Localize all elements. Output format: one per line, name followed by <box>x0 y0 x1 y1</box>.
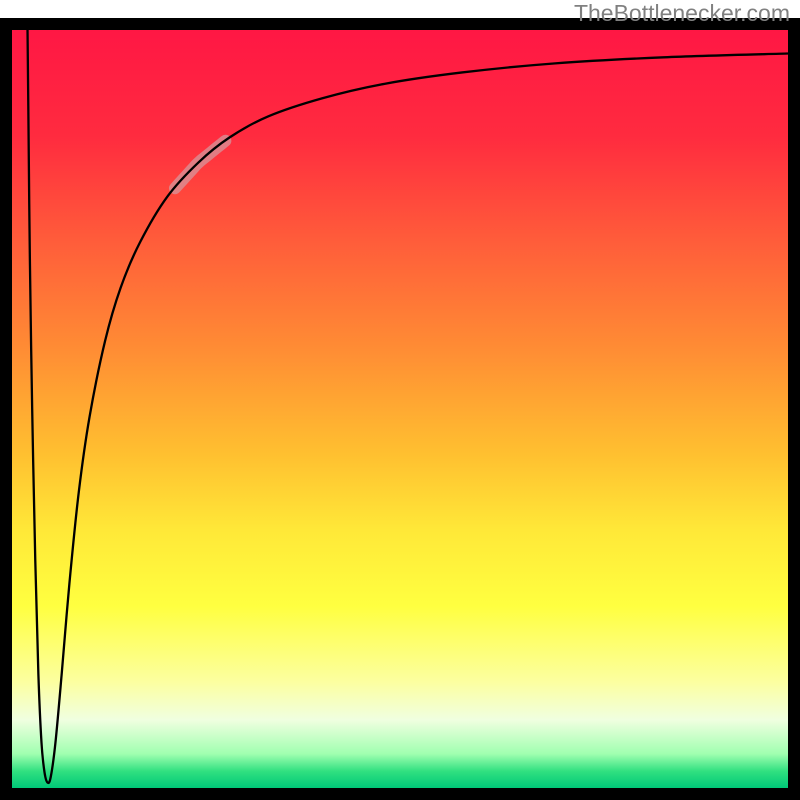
gradient-background <box>12 30 788 788</box>
watermark-text: TheBottlenecker.com <box>574 0 790 27</box>
chart-svg <box>0 0 800 800</box>
chart-root: TheBottlenecker.com <box>0 0 800 800</box>
